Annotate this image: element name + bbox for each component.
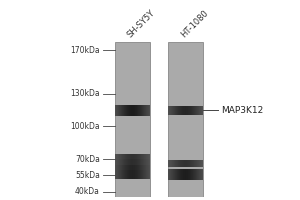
- Text: 170kDa: 170kDa: [70, 46, 100, 55]
- Text: HT-1080: HT-1080: [179, 9, 210, 40]
- Text: 40kDa: 40kDa: [75, 187, 100, 196]
- Text: 100kDa: 100kDa: [70, 122, 100, 131]
- Text: MAP3K12: MAP3K12: [221, 106, 263, 115]
- Text: 130kDa: 130kDa: [70, 89, 100, 98]
- Text: 70kDa: 70kDa: [75, 155, 100, 164]
- Text: SH-SY5Y: SH-SY5Y: [126, 8, 157, 40]
- Bar: [168, 42, 203, 197]
- Bar: [115, 42, 150, 197]
- Text: 55kDa: 55kDa: [75, 171, 100, 180]
